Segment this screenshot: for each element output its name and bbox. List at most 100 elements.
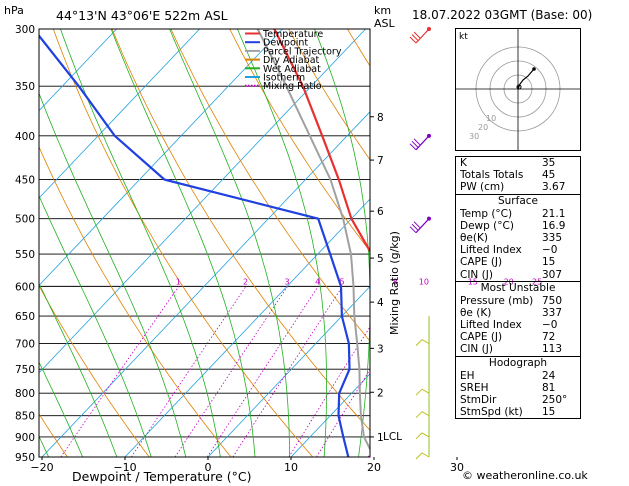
wind-barb-low bbox=[415, 338, 430, 346]
mixing-ratio-line bbox=[232, 286, 343, 457]
wet-adiabat bbox=[314, 29, 370, 457]
mixing-ratio-label: 15 bbox=[468, 277, 478, 286]
dry-adiabat bbox=[111, 29, 370, 431]
datetime-title: 18.07.2022 03GMT (Base: 00) bbox=[412, 8, 593, 22]
mu-index-row: θe (K) 337 bbox=[456, 307, 580, 319]
wind-barb-low bbox=[415, 432, 430, 440]
hodograph-trace bbox=[517, 68, 535, 90]
wind-barb-flag bbox=[413, 138, 421, 146]
axes: 1 2 3 4 5 8 10 15 20 2530035040045050055060065070… bbox=[15, 24, 542, 474]
wind-barb-flag bbox=[413, 31, 421, 39]
mixing-ratio-label: 25 bbox=[532, 277, 542, 286]
lcl-label: LCL bbox=[383, 431, 402, 443]
height-tick-label: 8 bbox=[377, 112, 384, 124]
wind-barb-flag bbox=[413, 221, 421, 229]
legend-label: Isotherm bbox=[263, 73, 305, 84]
dry-adiabat bbox=[288, 29, 370, 161]
wet-adiabat bbox=[237, 29, 328, 457]
hodo-index-value: 81 bbox=[542, 381, 556, 394]
isotherm-line bbox=[39, 29, 283, 287]
surface-index-label: CAPE (J) bbox=[460, 256, 503, 269]
height-unit-bottom: ASL bbox=[374, 17, 396, 30]
mu-index-value: 337 bbox=[542, 306, 563, 319]
height-tick-label: 2 bbox=[377, 387, 384, 399]
wet-adiabat bbox=[39, 361, 83, 457]
hodograph-plot: kt 10 20 30 bbox=[456, 29, 580, 150]
wind-barb-flag bbox=[409, 143, 417, 151]
most-unstable-section: Most Unstable Pressure (mb) 750 θe (K) 337 L… bbox=[456, 280, 580, 356]
pressure-tick-label: 450 bbox=[15, 175, 35, 187]
pressure-tick-label: 600 bbox=[15, 281, 35, 293]
hodograph-end-marker bbox=[532, 67, 536, 71]
profile-lines bbox=[39, 29, 370, 457]
wind-barb-low bbox=[415, 452, 430, 460]
pressure-tick-label: 950 bbox=[15, 452, 35, 464]
surface-index-row: Dewp (°C) 16.9 bbox=[456, 220, 580, 232]
pressure-tick-label: 350 bbox=[15, 81, 35, 93]
basic-index-value: 3.67 bbox=[542, 181, 566, 194]
surface-index-value: 16.9 bbox=[542, 219, 566, 232]
series-temperature bbox=[273, 29, 370, 254]
mu-index-value: −0 bbox=[542, 319, 558, 332]
mu-index-label: θe (K) bbox=[460, 306, 492, 319]
surface-index-label: Dewp (°C) bbox=[460, 219, 514, 232]
wind-barb bbox=[415, 218, 430, 234]
pressure-tick-label: 750 bbox=[15, 364, 35, 376]
mixing-ratio-label: 4 bbox=[315, 277, 320, 286]
mixing-ratio-line bbox=[316, 368, 370, 457]
hodo-ring-label-30: 30 bbox=[469, 132, 479, 141]
most-unstable-rows: Pressure (mb) 750 θe (K) 337 Lifted Index −0 C… bbox=[456, 295, 580, 356]
surface-index-label: CIN (J) bbox=[460, 268, 493, 281]
wet-adiabat bbox=[0, 29, 15, 457]
mixing-ratio-label: 1 bbox=[176, 277, 181, 286]
pressure-tick-label: 800 bbox=[15, 388, 35, 400]
x-tick-label: −10 bbox=[113, 461, 136, 474]
surface-index-value: 21.1 bbox=[542, 207, 566, 220]
isotherm-line bbox=[39, 29, 117, 112]
wind-barb-dot bbox=[427, 133, 431, 138]
dry-adiabat bbox=[229, 29, 370, 252]
surface-index-row: CIN (J) 307 bbox=[456, 269, 580, 281]
hodo-ring-label-20: 20 bbox=[478, 123, 488, 132]
wind-barb bbox=[415, 135, 430, 151]
mu-index-label: CAPE (J) bbox=[460, 331, 503, 344]
basic-index-value: 35 bbox=[542, 157, 556, 169]
basic-index-row: Totals Totals 45 bbox=[456, 169, 580, 181]
mixing-ratio-label: 3 bbox=[285, 277, 290, 286]
mu-index-label: CIN (J) bbox=[460, 343, 493, 356]
wet-adiabat bbox=[169, 29, 291, 457]
most-unstable-title: Most Unstable bbox=[480, 281, 556, 294]
wet-adiabat bbox=[39, 194, 152, 457]
hodo-index-row: StmSpd (kt) 15 bbox=[456, 406, 580, 418]
x-tick-label: 30 bbox=[450, 461, 464, 474]
mixing-ratio-label: 20 bbox=[504, 277, 514, 286]
wet-adiabat bbox=[39, 92, 187, 457]
surface-index-value: 15 bbox=[542, 256, 556, 269]
dry-adiabat bbox=[39, 145, 232, 457]
wind-barb-flag bbox=[411, 140, 419, 148]
mixing-axis-label: Mixing Ratio (g/kg) bbox=[388, 231, 401, 335]
wet-adiabat bbox=[39, 282, 118, 457]
surface-index-label: θe(K) bbox=[460, 231, 488, 244]
mu-index-row: Lifted Index −0 bbox=[456, 319, 580, 331]
pressure-tick-label: 500 bbox=[15, 214, 35, 226]
storm-motion-marker bbox=[516, 84, 522, 90]
height-tick-label: 5 bbox=[377, 253, 384, 265]
pressure-tick-label: 300 bbox=[15, 24, 35, 36]
x-tick-label: −20 bbox=[30, 461, 53, 474]
x-tick-label: 20 bbox=[367, 461, 381, 474]
mixing-ratio-line bbox=[206, 286, 319, 457]
surface-rows: Temp (°C) 21.1 Dewp (°C) 16.9 θe(K) 335 Lifted… bbox=[456, 208, 580, 281]
hodo-index-row: SREH 81 bbox=[456, 382, 580, 394]
wind-barb-low bbox=[415, 388, 430, 396]
mu-index-row: Pressure (mb) 750 bbox=[456, 295, 580, 307]
pressure-tick-label: 700 bbox=[15, 339, 35, 351]
surface-index-row: Temp (°C) 21.1 bbox=[456, 208, 580, 220]
basic-index-row: K 35 bbox=[456, 157, 580, 169]
dry-adiabat bbox=[583, 29, 629, 457]
wind-barb-flag bbox=[409, 36, 417, 44]
hodo-index-value: 250° bbox=[542, 394, 568, 406]
mixing-ratio-line bbox=[288, 326, 370, 457]
mu-index-label: Pressure (mb) bbox=[460, 294, 534, 307]
